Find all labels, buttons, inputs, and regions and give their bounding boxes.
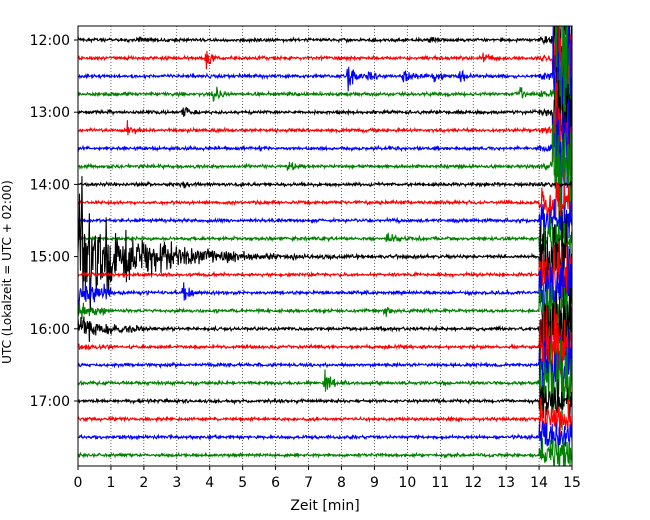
x-tick-label: 5 <box>238 475 247 491</box>
x-tick-label: 9 <box>370 475 379 491</box>
y-axis: 12:00 13:00 14:00 15:00 16:00 17:00 <box>30 33 78 410</box>
trace-0 <box>78 26 572 70</box>
trace-13 <box>78 240 572 319</box>
y-tick-label: 12:00 <box>30 33 70 49</box>
grid-layer <box>110 26 540 466</box>
trace-23 <box>78 437 572 466</box>
trace-6 <box>78 98 572 211</box>
x-tick-label: 7 <box>304 475 313 491</box>
trace-5 <box>78 72 572 182</box>
y-tick-label: 17:00 <box>30 394 70 410</box>
trace-3 <box>78 26 572 251</box>
x-tick-label: 12 <box>464 475 482 491</box>
x-tick-label: 0 <box>74 475 83 491</box>
x-tick-label: 6 <box>271 475 280 491</box>
trace-2 <box>78 26 572 127</box>
trace-9 <box>78 182 572 221</box>
y-tick-label: 15:00 <box>30 250 70 266</box>
trace-15 <box>78 282 572 361</box>
trace-21 <box>78 397 572 439</box>
trace-20 <box>78 379 572 421</box>
x-tick-label: 13 <box>497 475 515 491</box>
trace-8 <box>78 180 572 189</box>
trace-4 <box>78 67 572 160</box>
trace-12 <box>78 176 572 312</box>
trace-11 <box>78 217 572 263</box>
trace-16 <box>78 287 572 378</box>
plot-frame <box>77 25 573 467</box>
trace-10 <box>78 199 572 241</box>
x-tick-label: 10 <box>398 475 416 491</box>
x-tick-label: 15 <box>563 475 581 491</box>
x-tick-label: 2 <box>139 475 148 491</box>
x-tick-label: 8 <box>337 475 346 491</box>
x-tick-label: 11 <box>431 475 449 491</box>
y-tick-label: 14:00 <box>30 177 70 193</box>
y-tick-label: 16:00 <box>30 322 70 338</box>
trace-1 <box>78 26 572 111</box>
x-tick-label: 3 <box>172 475 181 491</box>
x-axis: 0 1 2 3 4 5 6 7 8 9 10 11 12 13 14 15 <box>74 466 581 491</box>
trace-18 <box>78 326 572 408</box>
y-axis-label: UTC (Lokalzeit = UTC + 02:00) <box>0 180 14 364</box>
x-axis-label: Zeit [min] <box>290 498 359 514</box>
trace-layer <box>78 26 572 466</box>
trace-22 <box>78 421 572 451</box>
x-tick-label: 1 <box>106 475 115 491</box>
trace-7 <box>78 113 572 231</box>
trace-19 <box>78 339 572 431</box>
trace-14 <box>78 245 572 324</box>
y-tick-label: 13:00 <box>30 105 70 121</box>
x-tick-label: 14 <box>530 475 548 491</box>
trace-17 <box>78 306 572 394</box>
x-tick-label: 4 <box>205 475 214 491</box>
